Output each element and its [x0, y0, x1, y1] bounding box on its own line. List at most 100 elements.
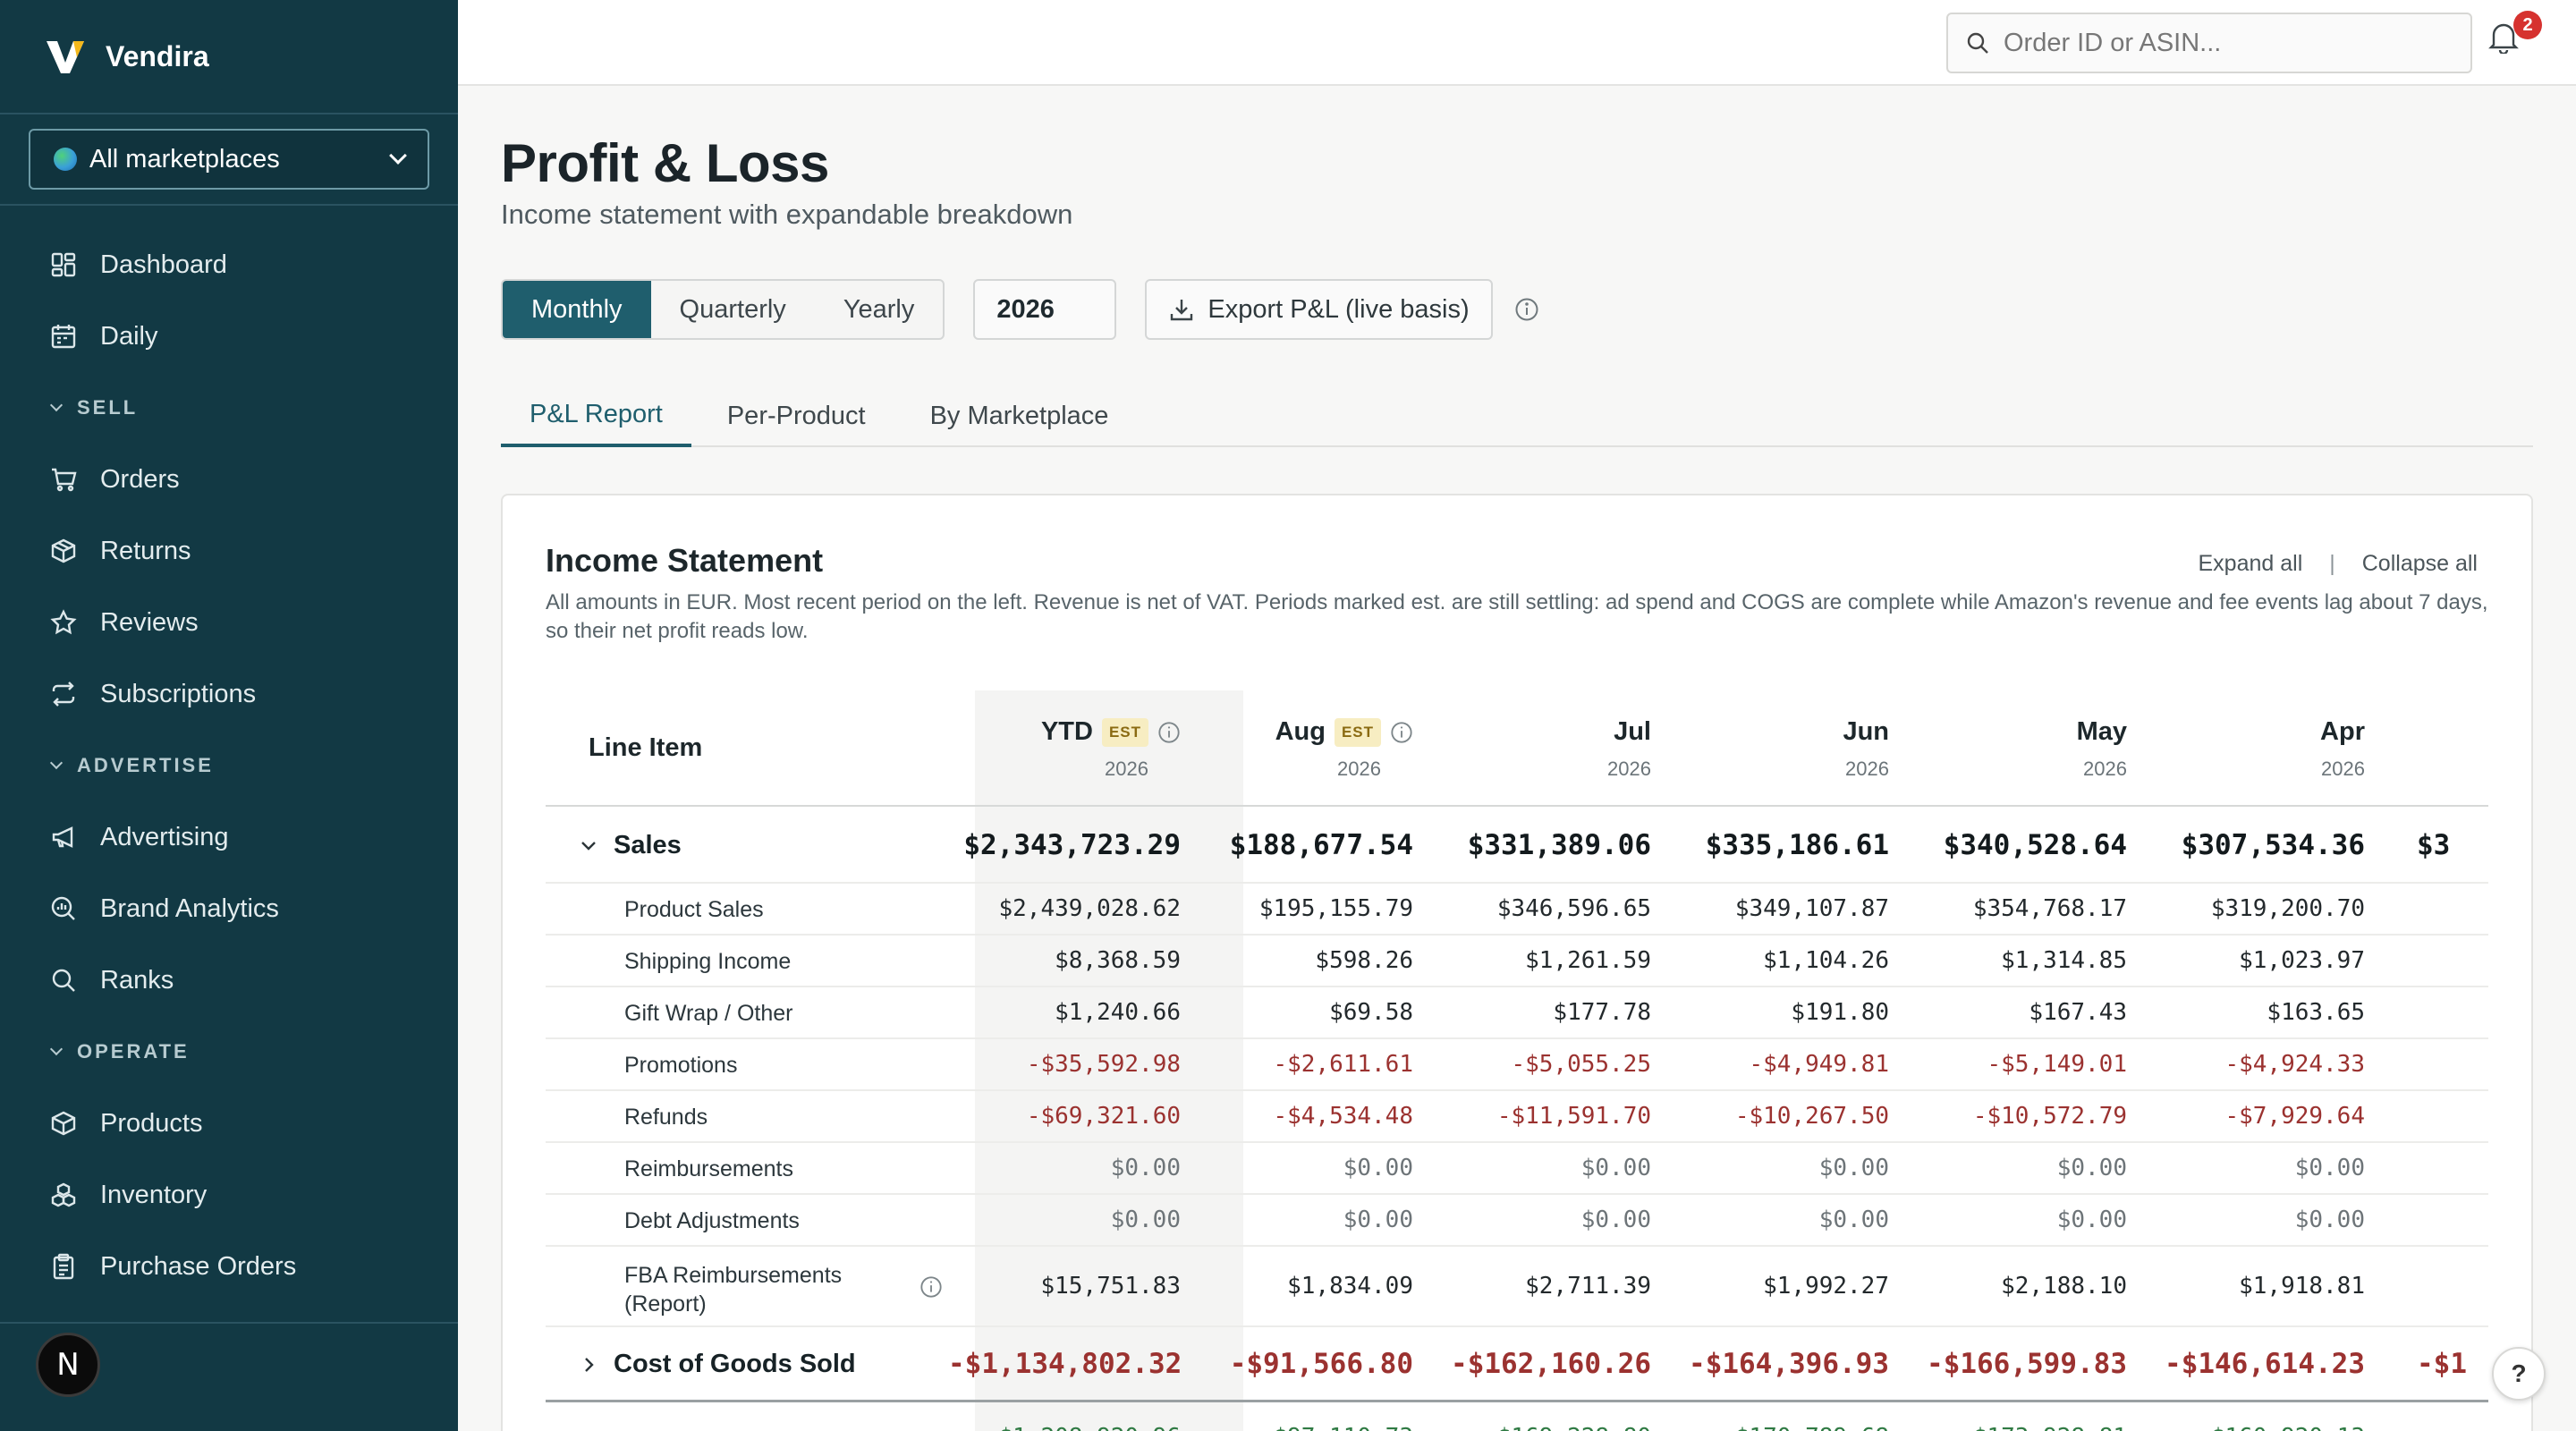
- cell-value: $2,188.10: [2001, 1273, 2127, 1300]
- table-row: Product Sales $2,439,028.62 $195,155.79 $34…: [546, 884, 2488, 936]
- sidebar-item-returns[interactable]: Returns: [0, 515, 458, 587]
- row-label: Gift Wrap / Other: [624, 1001, 793, 1026]
- row-label: Product Sales: [624, 897, 764, 922]
- cell-value: $307,534.36: [2181, 829, 2365, 861]
- nav-section-operate[interactable]: OPERATE: [0, 1016, 458, 1088]
- cell-value: -$5,149.01: [1987, 1051, 2127, 1078]
- cell-value: $2,439,028.62: [998, 895, 1182, 922]
- sidebar-item-label: Returns: [100, 536, 191, 565]
- vendira-logo-icon: [47, 41, 84, 73]
- cell-value: $0.00: [2056, 1207, 2127, 1233]
- export-pl-button[interactable]: Export P&L (live basis): [1145, 279, 1493, 340]
- table-group-row[interactable]: Sales $2,343,723.29 $188,677.54 $331,389.06…: [546, 809, 2488, 884]
- cell-value: $331,389.06: [1467, 829, 1651, 861]
- cell-value: $1,314.85: [2001, 947, 2127, 974]
- cell-value-overflow: $3: [2417, 829, 2451, 861]
- cell-value: $1,918.81: [2239, 1273, 2365, 1300]
- sidebar-item-label: Inventory: [100, 1180, 208, 1209]
- info-icon[interactable]: [919, 1275, 943, 1299]
- notification-badge: 2: [2513, 11, 2542, 39]
- star-icon: [50, 609, 77, 635]
- cell-value: $15,751.83: [1040, 1273, 1181, 1300]
- sidebar-item-label: Dashboard: [100, 250, 227, 279]
- sidebar-nav: Dashboard Daily SELL Orders Returns Revi…: [0, 206, 458, 1302]
- cell-value: $335,186.61: [1705, 829, 1889, 861]
- cell-value: $1,261.59: [1525, 947, 1651, 974]
- nav-section-sell[interactable]: SELL: [0, 372, 458, 444]
- period-monthly-button[interactable]: Monthly: [503, 281, 651, 338]
- table-row: Debt Adjustments $0.00 $0.00 $0.00 $0.00 $0.0…: [546, 1195, 2488, 1247]
- cart-icon: [52, 468, 77, 492]
- nav-section-advertise[interactable]: ADVERTISE: [0, 730, 458, 801]
- marketplace-selected: All marketplaces: [89, 144, 280, 174]
- expand-all-button[interactable]: Expand all: [2198, 551, 2303, 576]
- period-quarterly-button[interactable]: Quarterly: [679, 294, 786, 324]
- cell-value: $1,992.27: [1763, 1273, 1889, 1300]
- sidebar-item-products[interactable]: Products: [0, 1088, 458, 1159]
- tab-by-marketplace[interactable]: By Marketplace: [929, 401, 1109, 430]
- table-row: Refunds -$69,321.60 -$4,534.48 -$11,591.70 -…: [546, 1091, 2488, 1143]
- sidebar-item-reviews[interactable]: Reviews: [0, 587, 458, 658]
- cell-value: -$5,055.25: [1511, 1051, 1651, 1078]
- tab-per-product[interactable]: Per-Product: [726, 401, 866, 430]
- cell-value: -$2,611.61: [1273, 1051, 1413, 1078]
- ytd-column-highlight: [975, 690, 1243, 1431]
- column-period: May: [2076, 717, 2127, 746]
- avatar[interactable]: N: [36, 1333, 100, 1397]
- cell-value: $8,368.59: [1055, 947, 1181, 974]
- page-subtitle: Income statement with expandable breakdo…: [501, 199, 1073, 230]
- info-icon[interactable]: [1514, 297, 1539, 322]
- info-icon[interactable]: [1157, 721, 1181, 744]
- column-year: 2026: [1845, 758, 1889, 780]
- cell-value: -$164,396.93: [1689, 1348, 1889, 1380]
- brand[interactable]: Vendira: [0, 0, 458, 114]
- sidebar-item-advertising[interactable]: Advertising: [0, 801, 458, 873]
- cell-value: $160,920.13: [2132, 1424, 2365, 1431]
- toolbar: Monthly Quarterly Yearly 2026 Export P&L…: [501, 279, 1539, 340]
- collapse-all-button[interactable]: Collapse all: [2361, 551, 2478, 576]
- sidebar-item-brand-analytics[interactable]: Brand Analytics: [0, 873, 458, 944]
- notifications-button[interactable]: 2: [2488, 11, 2542, 66]
- sidebar-item-daily[interactable]: Daily: [0, 301, 458, 372]
- cell-value: $340,528.64: [1943, 829, 2127, 861]
- table-group-row[interactable]: Cost of Goods Sold -$1,134,802.32 -$91,566…: [546, 1327, 2488, 1402]
- row-label-line: (Report): [624, 1291, 707, 1317]
- help-button[interactable]: ?: [2492, 1347, 2546, 1401]
- report-tabs: P&L Report Per-Product By Marketplace: [501, 385, 2533, 447]
- cell-value: -$1,134,802.32: [948, 1348, 1182, 1380]
- row-label: Refunds: [624, 1105, 708, 1130]
- sidebar-item-purchase-orders[interactable]: Purchase Orders: [0, 1231, 458, 1302]
- sidebar-item-dashboard[interactable]: Dashboard: [0, 229, 458, 301]
- table-header: Line Item YTD EST 2026 Aug EST 2026 Jul 2026 Jun…: [546, 690, 2488, 807]
- export-label: Export P&L (live basis): [1208, 294, 1470, 324]
- sidebar-item-subscriptions[interactable]: Subscriptions: [0, 658, 458, 730]
- column-year: 2026: [2321, 758, 2365, 780]
- period-yearly-button[interactable]: Yearly: [843, 294, 915, 324]
- search-input[interactable]: [2004, 28, 2451, 58]
- line-item-header: Line Item: [589, 733, 703, 762]
- marketplace-select[interactable]: All marketplaces: [29, 129, 429, 190]
- cell-value-overflow: -$1: [2417, 1348, 2467, 1380]
- sidebar-item-ranks[interactable]: Ranks: [0, 944, 458, 1016]
- sidebar-item-inventory[interactable]: Inventory: [0, 1159, 458, 1231]
- search-box[interactable]: [1946, 13, 2472, 73]
- column-period: Aug: [1275, 717, 1326, 746]
- column-header-apr: Apr 2026: [2150, 717, 2365, 781]
- row-label: Cost of Goods Sold: [614, 1350, 856, 1378]
- cell-value: -$35,592.98: [1026, 1051, 1181, 1078]
- year-input[interactable]: 2026: [973, 279, 1117, 340]
- cell-value: $1,023.97: [2239, 947, 2365, 974]
- column-year: 2026: [2083, 758, 2127, 780]
- cell-value: -$91,566.80: [1229, 1348, 1413, 1380]
- chevron-down-icon[interactable]: [578, 835, 599, 857]
- income-statement-card: Income Statement Expand all | Collapse a…: [501, 494, 2533, 1431]
- cell-value: -$11,591.70: [1496, 1103, 1651, 1130]
- est-badge: EST: [1101, 717, 1148, 747]
- chevron-right-icon[interactable]: [578, 1354, 599, 1376]
- row-label: Debt Adjustments: [624, 1208, 800, 1233]
- tab-pl-report[interactable]: P&L Report: [501, 385, 691, 447]
- card-title: Income Statement: [546, 542, 824, 579]
- cell-value: $167.43: [2029, 999, 2127, 1026]
- sidebar-item-orders[interactable]: Orders: [0, 444, 458, 515]
- info-icon[interactable]: [1390, 721, 1413, 744]
